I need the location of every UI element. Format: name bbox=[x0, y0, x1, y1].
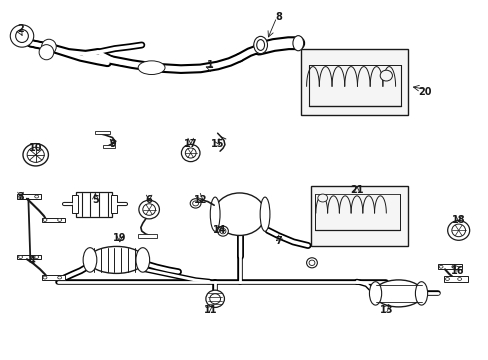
Ellipse shape bbox=[447, 220, 468, 240]
Ellipse shape bbox=[415, 282, 427, 305]
Bar bbox=[102, 145, 115, 148]
Ellipse shape bbox=[317, 194, 327, 202]
Bar bbox=[41, 275, 65, 280]
Ellipse shape bbox=[308, 260, 314, 266]
Ellipse shape bbox=[220, 229, 225, 234]
Ellipse shape bbox=[380, 70, 391, 81]
Text: 16: 16 bbox=[449, 266, 463, 276]
Ellipse shape bbox=[138, 61, 164, 75]
Bar bbox=[300, 49, 407, 115]
Ellipse shape bbox=[457, 278, 461, 280]
Text: 3: 3 bbox=[17, 192, 24, 202]
Ellipse shape bbox=[217, 226, 228, 236]
Ellipse shape bbox=[35, 256, 39, 258]
Bar bbox=[138, 234, 157, 238]
Ellipse shape bbox=[253, 36, 267, 54]
Ellipse shape bbox=[210, 197, 220, 231]
Bar bbox=[95, 131, 110, 134]
Text: 5: 5 bbox=[92, 195, 99, 205]
Ellipse shape bbox=[23, 144, 48, 166]
Ellipse shape bbox=[39, 45, 54, 60]
Bar bbox=[41, 218, 65, 222]
Ellipse shape bbox=[185, 148, 196, 158]
Bar bbox=[111, 195, 117, 213]
Text: 13: 13 bbox=[379, 305, 392, 315]
Ellipse shape bbox=[19, 256, 22, 258]
Ellipse shape bbox=[88, 246, 144, 274]
Text: 4: 4 bbox=[28, 256, 35, 266]
Bar bbox=[17, 255, 41, 259]
Bar bbox=[72, 195, 78, 213]
Ellipse shape bbox=[445, 278, 448, 280]
Ellipse shape bbox=[83, 248, 97, 272]
Ellipse shape bbox=[369, 282, 381, 305]
Ellipse shape bbox=[142, 204, 155, 215]
Ellipse shape bbox=[209, 294, 220, 304]
Ellipse shape bbox=[256, 40, 264, 50]
Bar bbox=[76, 192, 112, 217]
Ellipse shape bbox=[41, 39, 56, 54]
Ellipse shape bbox=[214, 193, 264, 235]
Ellipse shape bbox=[205, 290, 224, 307]
Ellipse shape bbox=[139, 200, 159, 219]
Text: 21: 21 bbox=[349, 185, 363, 195]
Ellipse shape bbox=[373, 280, 422, 307]
Text: 14: 14 bbox=[213, 225, 226, 235]
Ellipse shape bbox=[58, 219, 61, 221]
Text: 1: 1 bbox=[206, 60, 213, 70]
Ellipse shape bbox=[451, 224, 465, 237]
Ellipse shape bbox=[58, 276, 61, 279]
Text: 2: 2 bbox=[17, 24, 24, 34]
Ellipse shape bbox=[10, 25, 34, 47]
Ellipse shape bbox=[292, 36, 303, 51]
Ellipse shape bbox=[35, 195, 39, 198]
Bar bbox=[437, 264, 461, 269]
Bar bbox=[310, 186, 407, 246]
Text: 12: 12 bbox=[193, 195, 207, 205]
Text: 15: 15 bbox=[210, 139, 224, 149]
Text: 18: 18 bbox=[451, 215, 465, 225]
Text: 8: 8 bbox=[275, 12, 282, 22]
Ellipse shape bbox=[306, 258, 317, 268]
Ellipse shape bbox=[190, 199, 201, 208]
Ellipse shape bbox=[19, 195, 22, 198]
Ellipse shape bbox=[27, 147, 44, 162]
Ellipse shape bbox=[43, 219, 47, 221]
Ellipse shape bbox=[451, 265, 455, 268]
Ellipse shape bbox=[181, 144, 200, 162]
Ellipse shape bbox=[438, 265, 442, 268]
Text: 20: 20 bbox=[418, 87, 431, 97]
Text: 17: 17 bbox=[183, 139, 197, 149]
Text: 6: 6 bbox=[145, 195, 152, 205]
Bar bbox=[17, 194, 41, 199]
Ellipse shape bbox=[136, 248, 149, 272]
Text: 19: 19 bbox=[113, 233, 126, 243]
Ellipse shape bbox=[260, 197, 269, 231]
Text: 10: 10 bbox=[28, 143, 42, 153]
Text: 7: 7 bbox=[275, 236, 282, 246]
Ellipse shape bbox=[43, 276, 47, 279]
Ellipse shape bbox=[192, 201, 198, 206]
Text: 11: 11 bbox=[203, 305, 217, 315]
Ellipse shape bbox=[16, 30, 28, 42]
Text: 9: 9 bbox=[109, 139, 116, 149]
Bar bbox=[443, 276, 468, 282]
